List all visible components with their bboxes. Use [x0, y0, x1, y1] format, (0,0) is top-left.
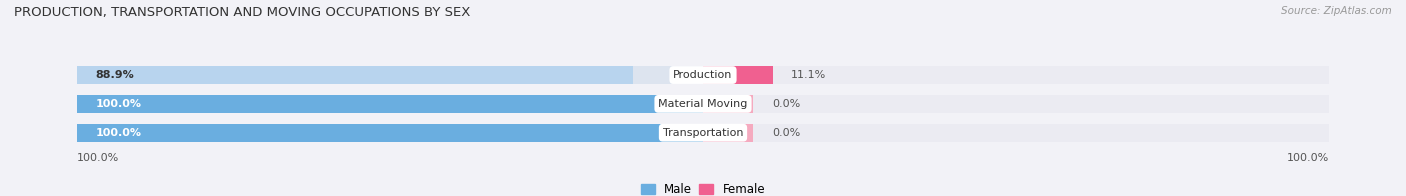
Bar	[77, 124, 703, 142]
Text: 100.0%: 100.0%	[77, 153, 120, 163]
Bar	[77, 95, 703, 113]
Text: 11.1%: 11.1%	[792, 70, 827, 80]
Text: 0.0%: 0.0%	[772, 128, 800, 138]
Bar	[77, 95, 703, 113]
Text: Production: Production	[673, 70, 733, 80]
Text: 0.0%: 0.0%	[772, 99, 800, 109]
Bar	[77, 95, 1329, 113]
Text: 100.0%: 100.0%	[96, 99, 142, 109]
Bar	[77, 66, 634, 84]
Bar	[77, 124, 1329, 142]
Text: 100.0%: 100.0%	[96, 128, 142, 138]
Text: Source: ZipAtlas.com: Source: ZipAtlas.com	[1281, 6, 1392, 16]
Bar	[703, 66, 772, 84]
Bar	[77, 124, 703, 142]
Text: Transportation: Transportation	[662, 128, 744, 138]
Text: 88.9%: 88.9%	[96, 70, 134, 80]
Legend: Male, Female: Male, Female	[636, 178, 770, 196]
Text: Material Moving: Material Moving	[658, 99, 748, 109]
Bar	[77, 66, 1329, 84]
Text: 100.0%: 100.0%	[1286, 153, 1329, 163]
Text: PRODUCTION, TRANSPORTATION AND MOVING OCCUPATIONS BY SEX: PRODUCTION, TRANSPORTATION AND MOVING OC…	[14, 6, 471, 19]
Bar	[703, 124, 754, 142]
Bar	[703, 95, 754, 113]
Bar	[77, 66, 703, 84]
